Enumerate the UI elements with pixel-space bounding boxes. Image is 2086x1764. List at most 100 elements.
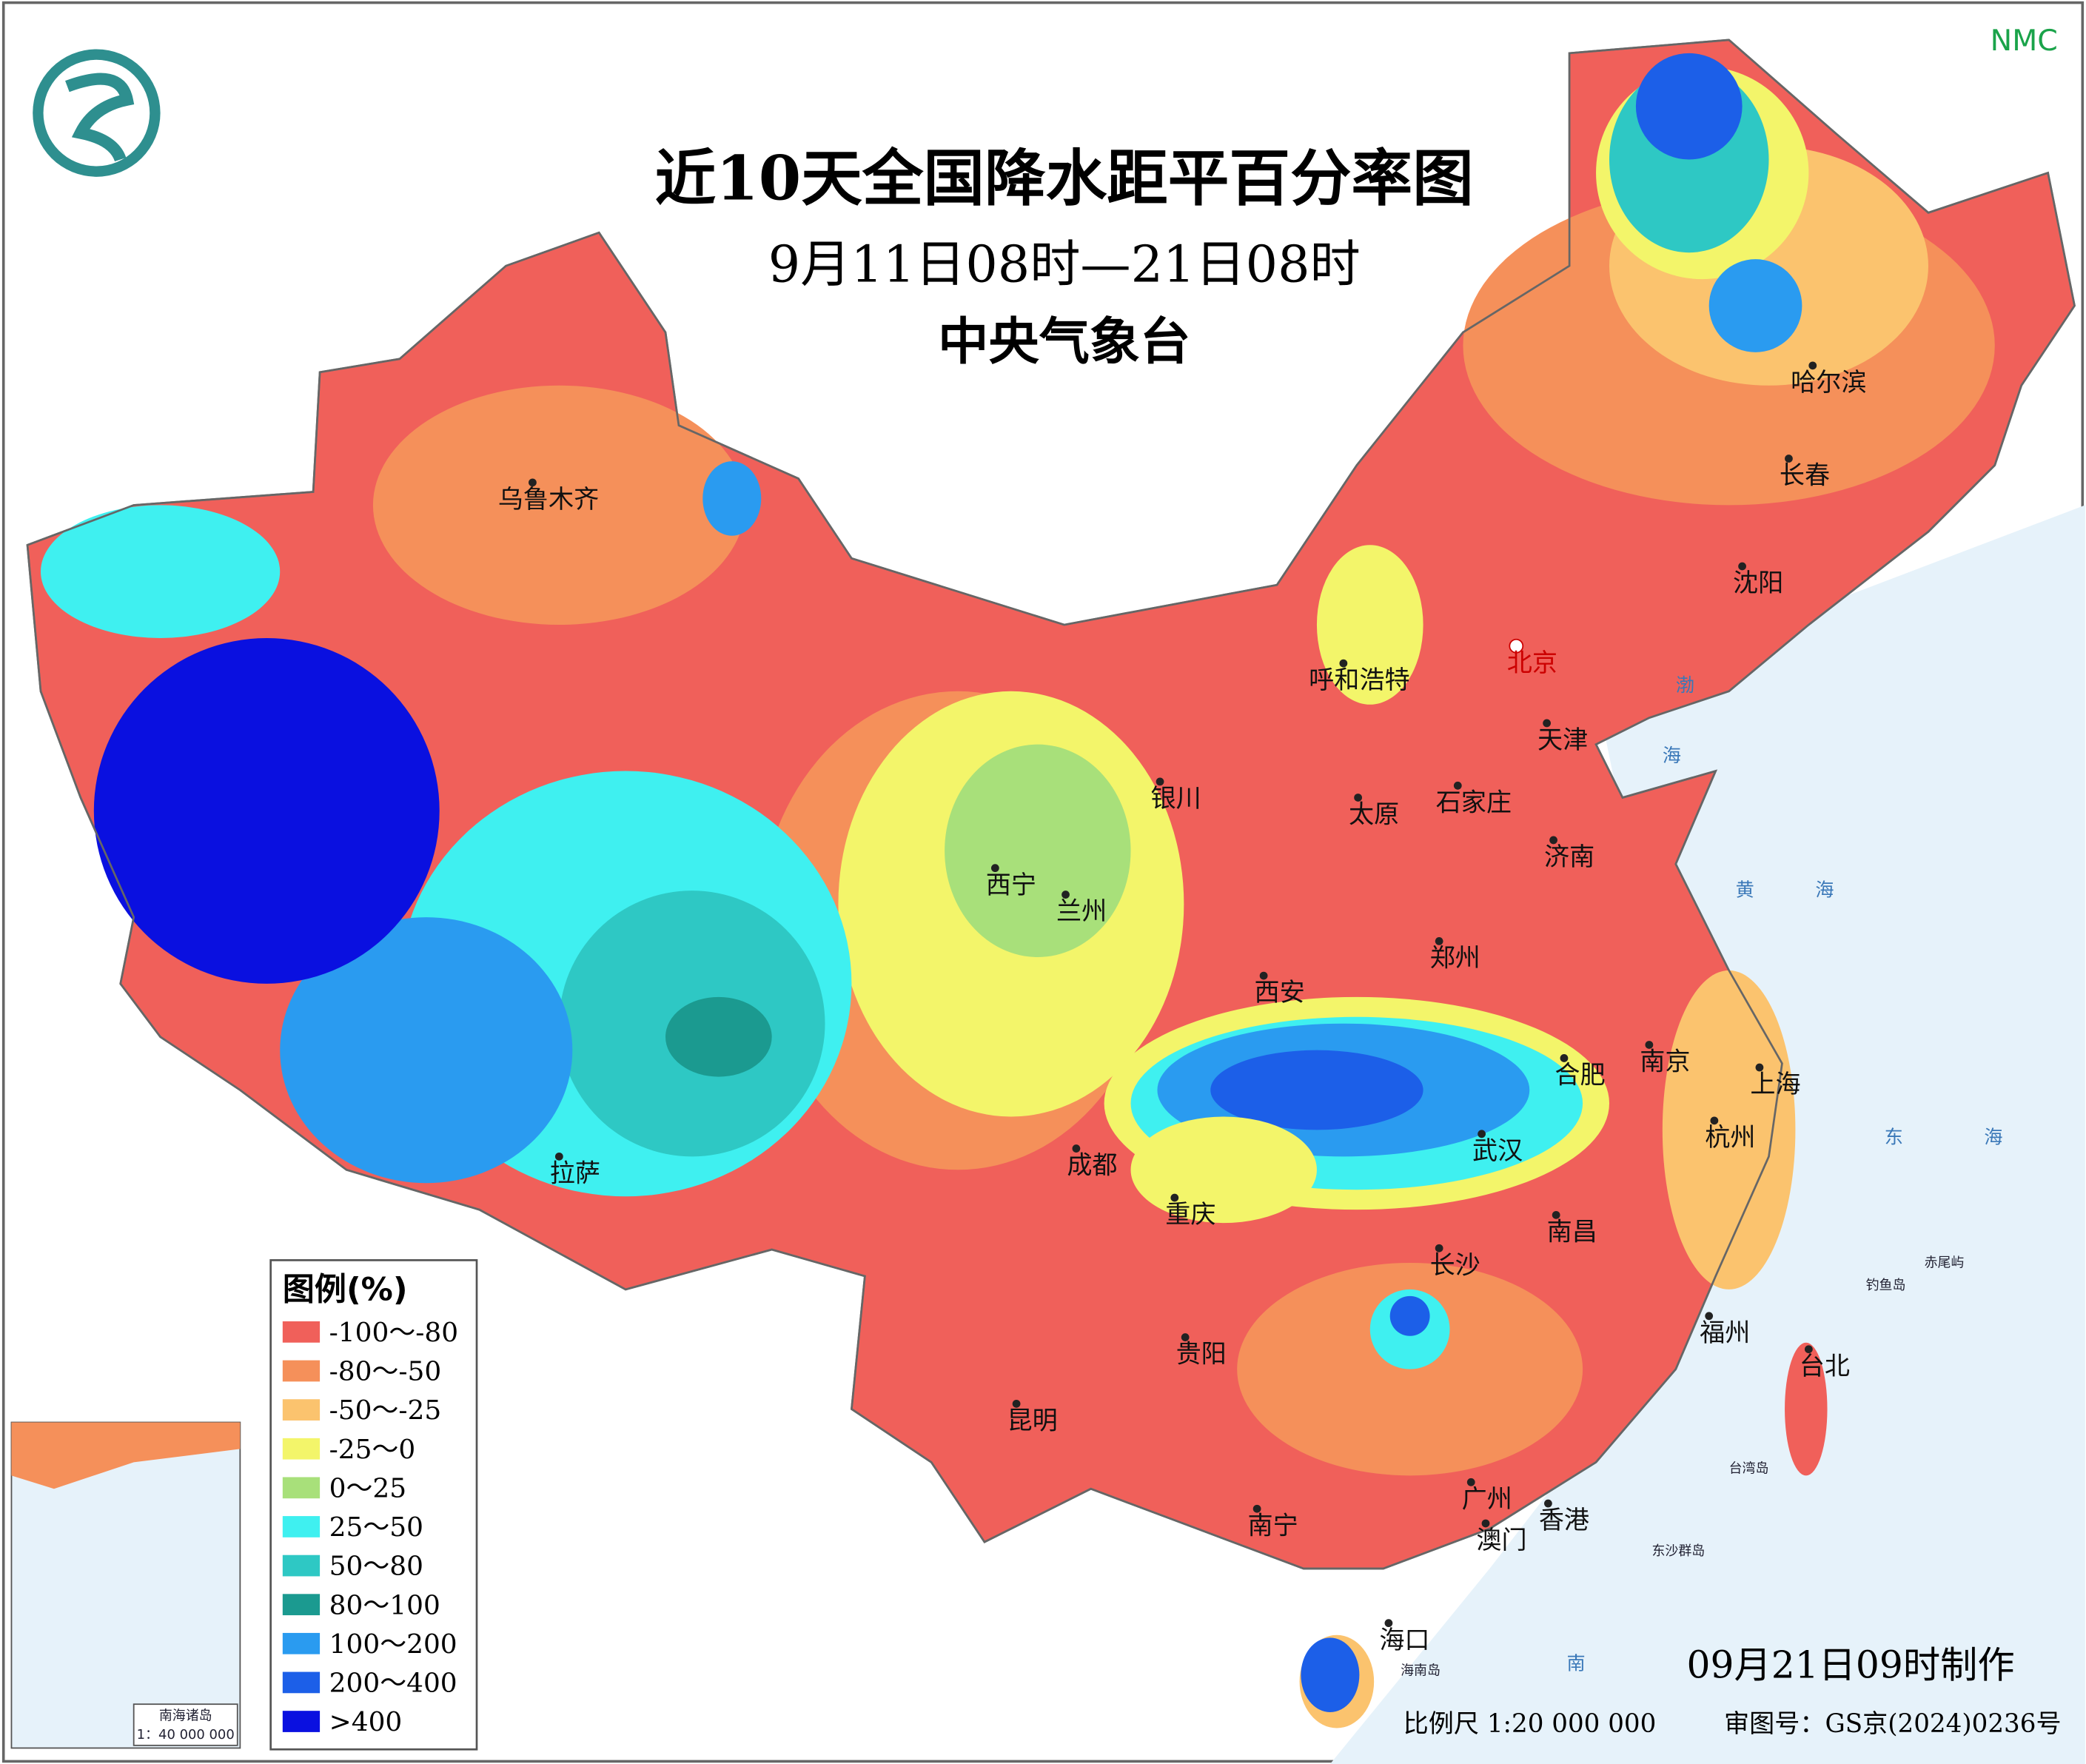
legend-swatch <box>282 1516 321 1537</box>
scale: 比例尺 1:20 000 000 <box>1403 1709 1657 1739</box>
legend-label: 25～50 <box>329 1512 423 1543</box>
city-dot <box>1453 781 1462 790</box>
city-dot <box>1252 1504 1261 1513</box>
city-label: 南京 <box>1640 1047 1690 1077</box>
city-label: 天津 <box>1537 725 1588 755</box>
city-dot <box>990 864 999 873</box>
city-dot <box>1384 1619 1393 1628</box>
legend-label: 0～25 <box>329 1473 406 1503</box>
city-label: 广州 <box>1462 1484 1512 1514</box>
island-label: 赤尾屿 <box>1925 1255 1965 1270</box>
legend-label: 50～80 <box>329 1552 423 1582</box>
legend-swatch <box>282 1594 321 1616</box>
legend-swatch <box>282 1671 321 1694</box>
legend-swatch <box>282 1477 321 1499</box>
precip-area <box>280 917 573 1184</box>
city-label: 武汉 <box>1472 1136 1523 1166</box>
city-dot <box>1543 719 1551 728</box>
city-label: 呼和浩特 <box>1309 665 1409 695</box>
city-label: 昆明 <box>1007 1406 1058 1435</box>
city-label: 长沙 <box>1430 1250 1480 1280</box>
city-dot <box>1738 562 1746 571</box>
precip-area <box>93 637 440 984</box>
inset-title: 南海诸岛 <box>159 1708 212 1724</box>
precip-area <box>1409 1475 1517 1529</box>
legend-swatch <box>282 1632 321 1654</box>
legend: 图例(%) -100～-80 -80～-50 -50～-25 -25～0 0～25 25～… <box>269 1259 478 1751</box>
city-dot <box>1062 891 1070 899</box>
legend-label: -50～-25 <box>329 1395 442 1426</box>
precip-area <box>1708 259 1802 352</box>
legend-swatch <box>282 1399 321 1421</box>
city-label: 南昌 <box>1547 1217 1597 1247</box>
city-dot <box>1072 1144 1081 1153</box>
city-dot <box>1354 794 1362 802</box>
inset-map: 南海诸岛 1：40 000 000 <box>10 1421 241 1749</box>
city-dot <box>1804 1345 1813 1354</box>
city-label: 沈阳 <box>1733 569 1783 598</box>
city-label: 福州 <box>1700 1318 1750 1348</box>
city-dot <box>1785 455 1793 463</box>
legend-label: 200～400 <box>329 1668 457 1698</box>
city-dot <box>1259 971 1268 980</box>
city-label: 西宁 <box>986 871 1036 900</box>
city-dot <box>1481 1519 1490 1528</box>
subtitle: 9月11日08时—21日08时 <box>768 236 1361 295</box>
legend-label: -100～-80 <box>329 1318 458 1348</box>
city-label: 贵阳 <box>1176 1340 1227 1369</box>
city-dot <box>1560 1054 1569 1062</box>
sea-label: 渤 <box>1676 674 1694 696</box>
precip-area <box>1785 1342 1828 1476</box>
city-label: 合肥 <box>1555 1061 1605 1090</box>
sea-label: 东 <box>1885 1126 1903 1147</box>
city-label: 成都 <box>1067 1151 1117 1181</box>
approval: 审图号：GS京(2024)0236号 <box>1724 1709 2062 1739</box>
city-label: 太原 <box>1349 800 1399 830</box>
precip-area <box>1130 1116 1317 1224</box>
made-time: 09月21日09时制作 <box>1686 1643 2014 1686</box>
city-label: 北京 <box>1507 648 1557 678</box>
city-dot <box>1645 1041 1654 1049</box>
legend-swatch <box>282 1321 321 1343</box>
city-dot <box>529 478 537 487</box>
city-label: 银川 <box>1150 784 1201 814</box>
legend-label: >400 <box>329 1707 403 1737</box>
legend-swatch <box>282 1438 321 1460</box>
city-label: 澳门 <box>1476 1526 1526 1555</box>
border <box>26 38 2076 1570</box>
legend-swatch <box>282 1711 321 1732</box>
city-dot <box>1466 1478 1475 1486</box>
city-label: 西安 <box>1255 978 1305 1007</box>
island-label: 东沙群岛 <box>1652 1543 1706 1559</box>
city-dot <box>1181 1333 1190 1341</box>
city-label: 兰州 <box>1056 897 1107 927</box>
legend-title: 图例(%) <box>283 1271 408 1308</box>
city-label: 济南 <box>1544 842 1594 872</box>
city-dot <box>1435 937 1443 945</box>
city-label: 香港 <box>1539 1506 1589 1535</box>
legend-swatch <box>282 1555 321 1577</box>
legend-swatch <box>282 1360 321 1382</box>
city-label: 拉萨 <box>550 1158 600 1188</box>
city-dot <box>554 1152 563 1161</box>
city-label: 郑州 <box>1430 944 1480 973</box>
sea-label: 海 <box>1663 745 1681 766</box>
legend-label: 100～200 <box>329 1629 457 1660</box>
precip-areas <box>40 53 1995 1728</box>
title: 近10天全国降水距平百分率图 <box>655 142 1474 214</box>
city-label: 海口 <box>1379 1626 1429 1655</box>
city-label: 长春 <box>1780 461 1830 491</box>
city-dot <box>1710 1116 1719 1125</box>
legend-label: 80～100 <box>329 1590 440 1620</box>
city-dot <box>1544 1499 1552 1508</box>
logo <box>33 49 161 177</box>
precip-area <box>1210 1050 1423 1130</box>
city-dot <box>1705 1312 1714 1321</box>
city-label: 哈尔滨 <box>1791 368 1866 398</box>
island-label: 钓鱼岛 <box>1866 1278 1906 1293</box>
city-dot <box>1478 1130 1486 1138</box>
city-dot <box>1156 777 1164 786</box>
precip-area <box>1301 1637 1360 1712</box>
